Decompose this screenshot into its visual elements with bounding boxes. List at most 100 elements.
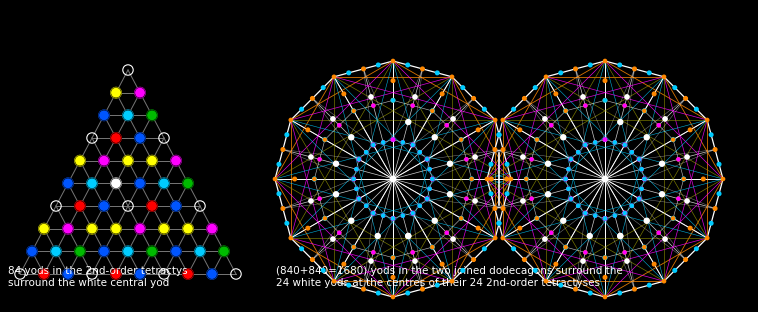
Circle shape (584, 104, 587, 107)
Circle shape (391, 217, 394, 220)
Circle shape (358, 158, 361, 161)
Circle shape (618, 63, 622, 67)
Circle shape (564, 178, 567, 181)
Circle shape (362, 287, 365, 291)
Circle shape (550, 124, 553, 127)
Circle shape (99, 246, 109, 256)
Circle shape (567, 168, 570, 171)
Circle shape (550, 124, 553, 127)
Circle shape (518, 227, 522, 230)
Circle shape (584, 104, 587, 107)
Circle shape (534, 86, 537, 90)
Circle shape (445, 124, 448, 127)
Circle shape (497, 133, 500, 137)
Circle shape (461, 86, 465, 90)
Circle shape (722, 178, 725, 181)
Circle shape (358, 197, 361, 200)
Circle shape (677, 158, 680, 161)
Circle shape (662, 75, 666, 78)
Circle shape (330, 237, 335, 241)
Circle shape (390, 177, 396, 182)
Circle shape (401, 214, 404, 217)
Circle shape (525, 177, 528, 181)
Circle shape (682, 178, 685, 181)
Circle shape (334, 161, 339, 166)
Circle shape (637, 158, 641, 161)
Circle shape (637, 158, 641, 161)
Circle shape (318, 158, 321, 161)
Circle shape (39, 269, 49, 279)
Circle shape (518, 128, 522, 132)
Circle shape (369, 259, 373, 263)
Circle shape (406, 291, 409, 295)
Circle shape (672, 138, 675, 141)
Circle shape (644, 135, 649, 140)
Circle shape (623, 251, 626, 254)
Circle shape (603, 99, 606, 102)
Circle shape (459, 217, 462, 220)
Circle shape (682, 177, 685, 181)
Circle shape (27, 246, 37, 256)
Circle shape (425, 197, 429, 201)
Circle shape (352, 245, 356, 249)
Circle shape (158, 178, 169, 188)
Circle shape (603, 217, 607, 220)
Circle shape (489, 163, 493, 166)
Circle shape (625, 95, 629, 99)
Circle shape (285, 133, 289, 137)
Circle shape (550, 231, 553, 234)
Circle shape (381, 214, 385, 217)
Text: 84 yods in the 2nd-order tetractys: 84 yods in the 2nd-order tetractys (8, 266, 188, 276)
Circle shape (355, 187, 358, 190)
Circle shape (603, 275, 607, 279)
Circle shape (63, 178, 74, 188)
Circle shape (534, 269, 537, 272)
Circle shape (447, 192, 453, 197)
Circle shape (313, 178, 316, 181)
Circle shape (643, 177, 646, 181)
Circle shape (603, 99, 606, 102)
Circle shape (574, 287, 578, 291)
Circle shape (673, 269, 677, 272)
Circle shape (324, 217, 327, 220)
Circle shape (603, 79, 607, 82)
Circle shape (300, 107, 303, 111)
Circle shape (584, 143, 587, 147)
Circle shape (349, 135, 354, 140)
Circle shape (682, 178, 685, 181)
Circle shape (355, 168, 358, 171)
Circle shape (431, 246, 434, 249)
Circle shape (631, 204, 634, 207)
Circle shape (411, 212, 414, 215)
Circle shape (631, 204, 634, 207)
Circle shape (470, 178, 473, 181)
Circle shape (483, 107, 486, 111)
Circle shape (391, 256, 394, 259)
Circle shape (569, 158, 572, 161)
Circle shape (391, 99, 395, 102)
Circle shape (659, 192, 665, 197)
Circle shape (425, 158, 428, 161)
Circle shape (418, 151, 421, 154)
Circle shape (285, 222, 289, 225)
Circle shape (318, 158, 321, 161)
Circle shape (672, 138, 675, 141)
Circle shape (431, 177, 434, 181)
Circle shape (219, 246, 229, 256)
Circle shape (521, 199, 525, 203)
Circle shape (352, 109, 356, 113)
Circle shape (375, 233, 381, 238)
Text: surround the white central yod: surround the white central yod (8, 278, 169, 288)
Circle shape (588, 291, 592, 295)
Circle shape (372, 212, 375, 215)
Circle shape (158, 223, 169, 234)
Circle shape (277, 163, 280, 166)
Circle shape (483, 247, 486, 251)
Circle shape (411, 143, 415, 147)
Circle shape (421, 287, 424, 291)
Circle shape (470, 178, 473, 181)
Circle shape (490, 177, 493, 181)
Circle shape (401, 214, 404, 217)
Circle shape (451, 117, 456, 121)
Circle shape (411, 211, 415, 215)
